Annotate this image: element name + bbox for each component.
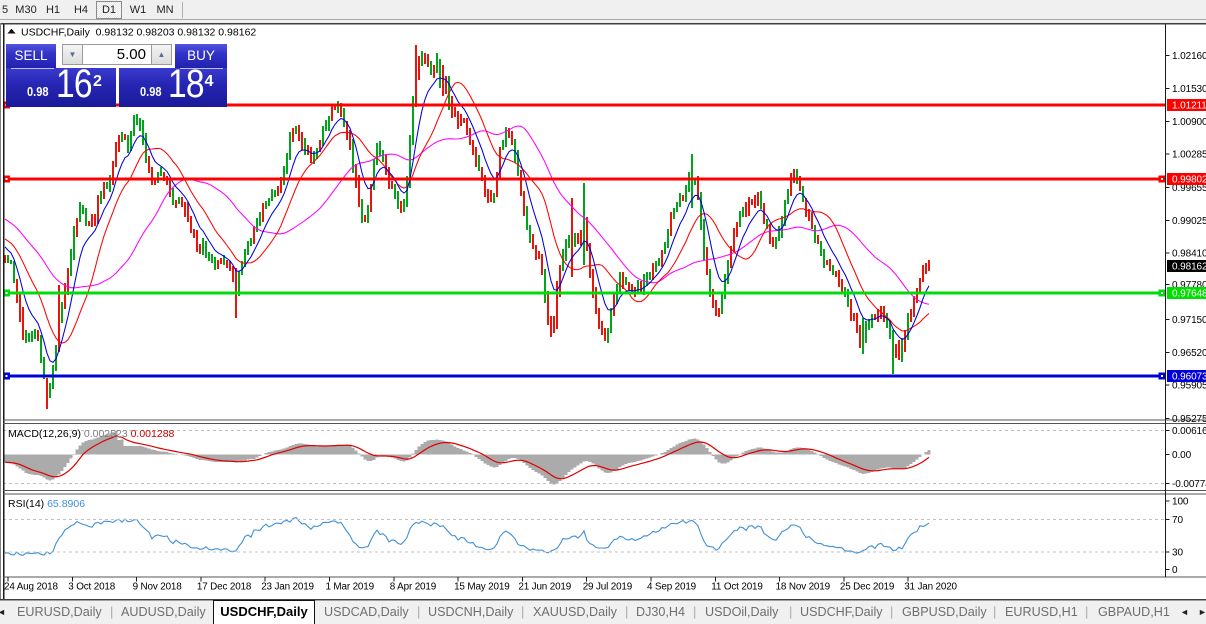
svg-text:0.98410: 0.98410 bbox=[1172, 249, 1206, 260]
svg-text:17 Dec 2018: 17 Dec 2018 bbox=[197, 582, 252, 593]
svg-text:3 Oct 2018: 3 Oct 2018 bbox=[68, 582, 115, 593]
svg-text:9 Nov 2018: 9 Nov 2018 bbox=[133, 582, 183, 593]
svg-text:0.97780: 0.97780 bbox=[1172, 280, 1206, 291]
svg-text:30: 30 bbox=[1172, 548, 1183, 559]
svg-text:25 Dec 2019: 25 Dec 2019 bbox=[840, 582, 895, 593]
svg-text:0.95905: 0.95905 bbox=[1172, 381, 1206, 392]
svg-text:21 Jun 2019: 21 Jun 2019 bbox=[518, 582, 571, 593]
svg-text:0.006166: 0.006166 bbox=[1172, 426, 1206, 437]
svg-text:RSI(14) 65.8906: RSI(14) 65.8906 bbox=[8, 498, 85, 510]
svg-text:4 Sep 2019: 4 Sep 2019 bbox=[647, 582, 697, 593]
svg-text:31 Jan 2020: 31 Jan 2020 bbox=[904, 582, 957, 593]
svg-text:MACD(12,26,9) 0.002523 0.00128: MACD(12,26,9) 0.002523 0.001288 bbox=[8, 428, 175, 440]
svg-text:0.96073: 0.96073 bbox=[1172, 372, 1206, 383]
svg-text:23 Jan 2019: 23 Jan 2019 bbox=[261, 582, 314, 593]
svg-text:0.99802: 0.99802 bbox=[1172, 175, 1206, 186]
svg-text:-0.007747: -0.007747 bbox=[1172, 479, 1206, 490]
svg-text:0.97648: 0.97648 bbox=[1172, 289, 1206, 300]
svg-text:0.96520: 0.96520 bbox=[1172, 348, 1206, 359]
svg-text:11 Oct 2019: 11 Oct 2019 bbox=[711, 582, 763, 593]
svg-text:1.01211: 1.01211 bbox=[1172, 101, 1206, 112]
svg-text:18 Nov 2019: 18 Nov 2019 bbox=[776, 582, 831, 593]
svg-text:0.99655: 0.99655 bbox=[1172, 183, 1206, 194]
svg-text:USDCHF,Daily 0.98132 0.98203: USDCHF,Daily 0.98132 0.98203 0.98132 0.9… bbox=[21, 27, 256, 39]
svg-text:0: 0 bbox=[1172, 565, 1178, 576]
svg-text:1.01530: 1.01530 bbox=[1172, 84, 1206, 95]
svg-text:0.97150: 0.97150 bbox=[1172, 315, 1206, 326]
svg-text:8 Apr 2019: 8 Apr 2019 bbox=[390, 582, 437, 593]
svg-text:1.00285: 1.00285 bbox=[1172, 150, 1206, 161]
svg-text:100: 100 bbox=[1172, 497, 1189, 508]
svg-text:29 Jul 2019: 29 Jul 2019 bbox=[583, 582, 633, 593]
svg-text:15 May 2019: 15 May 2019 bbox=[454, 582, 510, 593]
svg-text:1.02160: 1.02160 bbox=[1172, 51, 1206, 62]
svg-text:1.00900: 1.00900 bbox=[1172, 117, 1206, 128]
svg-text:1 Mar 2019: 1 Mar 2019 bbox=[326, 582, 375, 593]
svg-text:0.99025: 0.99025 bbox=[1172, 216, 1206, 227]
svg-text:70: 70 bbox=[1172, 515, 1183, 526]
svg-text:0.95275: 0.95275 bbox=[1172, 414, 1206, 425]
svg-text:0.00: 0.00 bbox=[1172, 450, 1192, 461]
svg-text:0.98162: 0.98162 bbox=[1172, 262, 1206, 273]
svg-text:24 Aug 2018: 24 Aug 2018 bbox=[4, 582, 58, 593]
